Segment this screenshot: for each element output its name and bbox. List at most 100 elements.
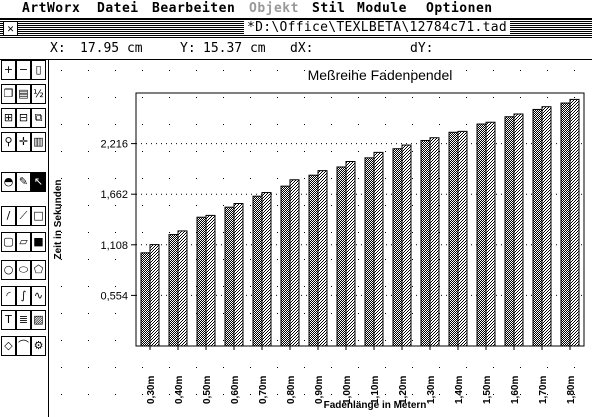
- menu-bearbeiten[interactable]: Bearbeiten: [152, 1, 236, 16]
- chart-title: Meßreihe Fadenpendel: [308, 67, 453, 83]
- menu-bar: ArtWorx Datei Bearbeiten Objekt Stil Module Op…: [0, 0, 592, 19]
- bar: [205, 214, 216, 347]
- x-tick-label: 1,30m: [426, 376, 437, 404]
- close-box-icon[interactable]: ✕: [3, 21, 18, 36]
- parallelogram-tool-icon[interactable]: ▱: [16, 232, 31, 252]
- x-tick-label: 0,60m: [230, 376, 241, 404]
- arc-tool-icon[interactable]: ◜: [1, 286, 16, 306]
- bar: [224, 206, 235, 347]
- x-tick-label: 0,80m: [286, 376, 297, 404]
- curve-tool-icon[interactable]: ∫: [16, 286, 31, 306]
- trash-tool-icon[interactable]: ▥: [31, 132, 46, 152]
- fraction-tool-icon[interactable]: ½: [31, 84, 46, 104]
- textframe-tool-icon[interactable]: ≣: [16, 310, 31, 330]
- page-tool-icon[interactable]: ▯: [31, 60, 46, 80]
- bar: [569, 98, 580, 347]
- freehand-tool-icon[interactable]: ∿: [31, 286, 46, 306]
- bar: [196, 216, 207, 347]
- paste-tool-icon[interactable]: ▤: [16, 84, 31, 104]
- plus-tool-icon[interactable]: +: [1, 60, 16, 80]
- bar: [513, 113, 524, 347]
- window-title-bar[interactable]: ✕ *D:\Office\TEXLBETA\12784c71.tad: [0, 19, 592, 38]
- bar: [429, 137, 440, 347]
- x-tick-label: 1,40m: [454, 376, 465, 404]
- menu-stil[interactable]: Stil: [312, 1, 346, 16]
- bar: [177, 230, 188, 347]
- polygon-tool-icon[interactable]: ⬠: [31, 260, 46, 280]
- stamp-tool-icon[interactable]: ⚙: [31, 336, 46, 356]
- minus-tool-icon[interactable]: −: [16, 60, 31, 80]
- x-tick-label: 0,70m: [258, 376, 269, 404]
- window-title: *D:\Office\TEXLBETA\12784c71.tad: [244, 20, 511, 35]
- bar: [560, 102, 571, 347]
- bar: [485, 121, 496, 347]
- fill-tool-icon[interactable]: ◓: [1, 172, 16, 192]
- bar: [252, 195, 263, 347]
- bar: [532, 108, 543, 347]
- text-tool-icon[interactable]: T: [1, 310, 16, 330]
- tool-palette: + − ▯ ❐ ▤ ½ ⊞ ⊟ ⧉ ⚲ ✛ ▥ ◓ ✎ ↖ / ⟋ □ ▢ ▱ ■ ○ ⬭ ⬠ ◜ ∫ ∿ T ≣ ▨ ◇ ⌒ ⚙: [0, 60, 49, 417]
- bar: [504, 116, 515, 347]
- ungroup-tool-icon[interactable]: ⊟: [16, 108, 31, 128]
- copy-tool-icon[interactable]: ❐: [1, 84, 16, 104]
- x-tick-label: 1,00m: [342, 376, 353, 404]
- bar: [168, 234, 179, 347]
- bar: [364, 157, 375, 347]
- bar: [289, 179, 300, 347]
- y-value: 15.37 cm: [203, 41, 266, 56]
- group-tool-icon[interactable]: ⊞: [1, 108, 16, 128]
- bar: [476, 123, 487, 347]
- menu-artworx[interactable]: ArtWorx: [22, 1, 81, 16]
- pointer-tool-icon[interactable]: ↖: [31, 172, 46, 192]
- x-tick-label: 0,40m: [174, 376, 185, 404]
- bar: [308, 174, 319, 347]
- diamond-tool-icon[interactable]: ◇: [1, 336, 16, 356]
- x-tick-label: 1,70m: [538, 376, 549, 404]
- x-axis-label: Fadenlänge in Metern: [324, 400, 427, 411]
- bezier-tool-icon[interactable]: ⌒: [16, 336, 31, 356]
- y-tick-label: 2,216: [100, 139, 128, 151]
- x-label: X:: [50, 41, 66, 56]
- circle-tool-icon[interactable]: ○: [1, 260, 16, 280]
- bar: [401, 144, 412, 347]
- layer-tool-icon[interactable]: ⧉: [31, 108, 46, 128]
- roundrect-tool-icon[interactable]: ▢: [1, 232, 16, 252]
- drawing-canvas[interactable]: Meßreihe Fadenpendel 0,554 1,108 1,662 2,216…: [49, 60, 592, 417]
- dx-label: dX:: [290, 41, 314, 56]
- y-label: Y:: [180, 41, 196, 56]
- bar: [392, 148, 403, 347]
- line-tool-icon[interactable]: /: [1, 206, 16, 226]
- ellipse-tool-icon[interactable]: ⬭: [16, 260, 31, 280]
- menu-module[interactable]: Module: [357, 1, 407, 16]
- dy-label: dY:: [410, 41, 434, 56]
- pen-tool-icon[interactable]: ✎: [16, 172, 31, 192]
- polyline-tool-icon[interactable]: ⟋: [16, 206, 31, 226]
- x-tick-label: 0,50m: [202, 376, 213, 404]
- square-tool-icon[interactable]: ■: [31, 232, 46, 252]
- menu-datei[interactable]: Datei: [97, 1, 139, 16]
- y-tick-label: 1,662: [100, 189, 128, 201]
- x-tick-label: 1,80m: [566, 376, 577, 404]
- coordinate-bar: X: 17.95 cm Y: 15.37 cm dX: dY:: [0, 38, 592, 60]
- y-tick-label: 1,108: [100, 240, 128, 252]
- x-tick-label: 0,90m: [314, 376, 325, 404]
- bar: [457, 130, 468, 347]
- y-tick-label: 0,554: [100, 290, 128, 302]
- bar: [336, 166, 347, 347]
- x-tick-label: 1,60m: [510, 376, 521, 404]
- x-tick-label: 0,30m: [146, 376, 157, 404]
- rect-tool-icon[interactable]: □: [31, 206, 46, 226]
- pin-tool-icon[interactable]: ⚲: [1, 132, 16, 152]
- x-tick-label: 1,10m: [370, 376, 381, 404]
- x-value: 17.95 cm: [80, 41, 143, 56]
- menu-optionen[interactable]: Optionen: [426, 1, 493, 16]
- y-axis-label: Zeit in Sekunden: [53, 179, 64, 259]
- bar: [233, 203, 244, 347]
- bar: [541, 106, 552, 347]
- move-tool-icon[interactable]: ✛: [16, 132, 31, 152]
- hatch-tool-icon[interactable]: ▨: [31, 310, 46, 330]
- bar: [373, 151, 384, 347]
- bar-chart: Meßreihe Fadenpendel 0,554 1,108 1,662 2,216…: [53, 67, 585, 411]
- bar: [149, 244, 160, 347]
- menu-objekt[interactable]: Objekt: [249, 1, 299, 16]
